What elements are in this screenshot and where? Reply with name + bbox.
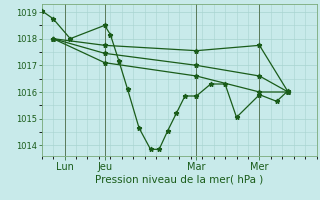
X-axis label: Pression niveau de la mer( hPa ): Pression niveau de la mer( hPa ) (95, 174, 263, 184)
